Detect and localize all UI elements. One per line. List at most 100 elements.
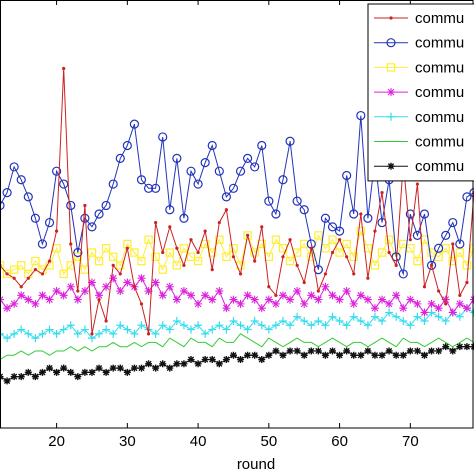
- series-2-point: [16, 175, 26, 185]
- series-4-point: [66, 282, 75, 291]
- series-2-point: [349, 209, 359, 219]
- series-5-point: [102, 325, 111, 334]
- series-7-point: [173, 360, 181, 368]
- series-3-point: [229, 244, 238, 253]
- series-1-point: [415, 182, 420, 186]
- series-4-point: [208, 295, 217, 304]
- series-4-point: [448, 308, 457, 317]
- series-3-point: [165, 248, 174, 257]
- series-1-point: [168, 225, 172, 229]
- series-2-point: [320, 213, 331, 223]
- series-4-point: [137, 274, 146, 283]
- legend-item: commu: [374, 84, 464, 101]
- series-5-point: [194, 321, 203, 330]
- series-1-point: [33, 268, 37, 272]
- legend: commu commu commu commu commu commu commu: [367, 3, 474, 182]
- series-5-point: [24, 329, 33, 338]
- series-7-point: [180, 360, 188, 368]
- series-4-point: [300, 299, 309, 308]
- series-5-point: [130, 329, 139, 338]
- series-2-point: [434, 243, 444, 253]
- series-1-point: [451, 242, 455, 246]
- series-2-point: [115, 153, 125, 163]
- series-1-point: [337, 238, 342, 242]
- series-2-point: [278, 175, 288, 185]
- series-7-point: [420, 351, 428, 359]
- x-tick-label: 70: [402, 433, 419, 450]
- series-2-point: [186, 166, 196, 176]
- series-3-point: [377, 248, 387, 257]
- series-4-point: [144, 287, 153, 296]
- series-4-point: [363, 295, 372, 304]
- series-2-point: [235, 166, 246, 176]
- x-axis: 20 30 40 50 60 70: [48, 0, 419, 450]
- series-7-point: [208, 356, 216, 364]
- series-5-line: [0, 307, 474, 339]
- series-7-point: [152, 364, 160, 372]
- series-7-point: [371, 351, 379, 359]
- series-2-point: [101, 200, 111, 211]
- series-2-point: [356, 110, 366, 121]
- legend-label: commu: [415, 134, 464, 151]
- series-2-point: [87, 222, 97, 232]
- series-1-point: [281, 255, 285, 259]
- series-4-point: [102, 282, 111, 291]
- series-7-point: [244, 351, 252, 359]
- series-7-point: [201, 356, 209, 364]
- series-3-point: [215, 235, 224, 244]
- series-1-point: [359, 212, 363, 216]
- series-5-point: [95, 329, 104, 338]
- series-1-point: [323, 272, 328, 276]
- series-7-point: [137, 364, 145, 372]
- series-4: [0, 274, 474, 317]
- series-4-point: [293, 287, 302, 296]
- series-4-point: [201, 291, 210, 300]
- series-3-point: [342, 239, 351, 249]
- series-3-point: [222, 252, 231, 261]
- series-2-point: [214, 166, 224, 176]
- series-5-point: [179, 321, 188, 330]
- series-1-point: [224, 208, 228, 212]
- series-1-point: [210, 268, 214, 272]
- series-4-point: [215, 287, 224, 296]
- series-1-point: [47, 259, 52, 263]
- series-4-point: [10, 299, 19, 308]
- series-2-point: [441, 230, 451, 240]
- series-5-point: [441, 317, 450, 325]
- series-5: [0, 304, 474, 343]
- series-2-point: [59, 179, 69, 189]
- series-2-point: [455, 239, 465, 249]
- series-2-point: [2, 188, 12, 198]
- series-2-point: [419, 209, 430, 219]
- series-7-point: [258, 356, 266, 364]
- series-1-point: [437, 289, 441, 293]
- series-2-point: [30, 213, 40, 223]
- series-1-point: [288, 238, 292, 242]
- series-3-point: [116, 261, 125, 270]
- series-5-point: [31, 334, 40, 343]
- legend-item: commu: [374, 109, 464, 126]
- series-7-point: [449, 347, 457, 355]
- series-7: [0, 343, 474, 385]
- series-7-point: [428, 347, 436, 355]
- x-tick-label: 50: [260, 433, 277, 450]
- legend-label: commu: [415, 35, 464, 52]
- series-4-point: [385, 299, 394, 308]
- series-3-point: [193, 256, 203, 266]
- series-7-point: [81, 368, 89, 376]
- series-1-point: [274, 293, 278, 297]
- series-2-point: [405, 209, 415, 219]
- series-2-point: [179, 213, 189, 223]
- series-7-point: [286, 347, 294, 355]
- series-4-point: [179, 287, 188, 296]
- series-7-point: [24, 368, 32, 376]
- series-5-point: [236, 321, 245, 330]
- series-7-point: [74, 373, 82, 381]
- series-1-point: [104, 319, 108, 323]
- legend-marker: [387, 88, 395, 97]
- series-4-point: [52, 287, 61, 296]
- series-5-point: [378, 317, 387, 325]
- series-5-point: [151, 329, 160, 338]
- series-3-point: [17, 261, 26, 270]
- series-5-point: [455, 312, 464, 321]
